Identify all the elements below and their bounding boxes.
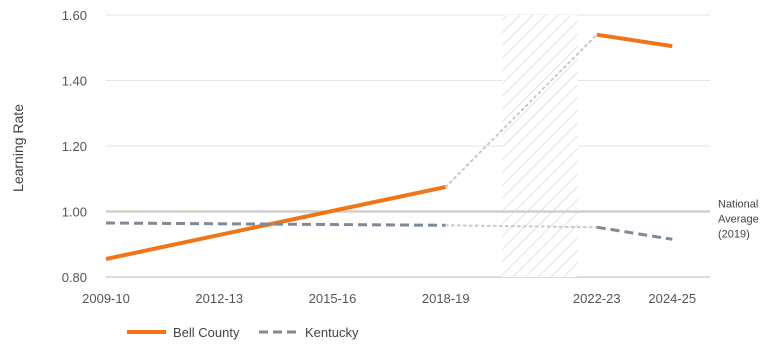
x-tick-label: 2018-19: [422, 291, 470, 306]
covid-gap-hatch: [502, 15, 578, 277]
y-tick-label: 1.00: [62, 205, 87, 220]
y-axis-title: Learning Rate: [10, 104, 26, 192]
reference-label-line: Average: [718, 214, 759, 226]
series-1-line-after-gap: [596, 225, 673, 241]
legend: Bell County Kentucky: [127, 325, 359, 340]
x-tick-label: 2015-16: [309, 291, 357, 306]
series-0-gap-connector: [444, 33, 598, 188]
x-tick-label: 2024-25: [648, 291, 696, 306]
axis-labels: 0.80 1.00 1.20 1.40 1.60 2009-10 2012-13 2015-1…: [62, 8, 696, 306]
reference-label-line: (2019): [718, 229, 750, 241]
series-0-line-after-gap: [596, 32, 673, 49]
reference-label-line: National: [718, 199, 758, 211]
x-tick-label: 2009-10: [82, 291, 130, 306]
y-tick-label: 0.80: [62, 270, 87, 285]
gridlines: [106, 14, 710, 278]
y-tick-label: 1.60: [62, 8, 87, 23]
series-lines: [105, 32, 673, 261]
covid-gap-region: [502, 15, 578, 277]
legend-label-0: Bell County: [173, 325, 240, 340]
y-tick-label: 1.40: [62, 74, 87, 89]
x-tick-label: 2012-13: [195, 291, 243, 306]
x-tick-label: 2022-23: [573, 291, 621, 306]
y-tick-label: 1.20: [62, 139, 87, 154]
series-1-gap-connector: [444, 224, 598, 229]
legend-label-1: Kentucky: [305, 325, 359, 340]
national-average-reference: National Average (2019): [106, 199, 759, 241]
series-1-line-before-gap: [105, 221, 446, 227]
